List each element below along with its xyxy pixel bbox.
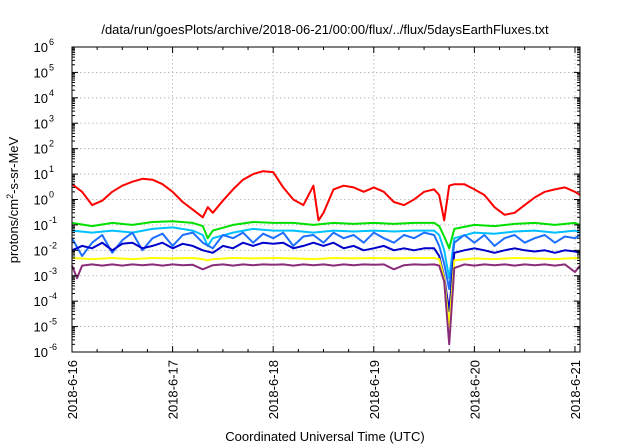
x-tick-label: 2018-6-18 bbox=[266, 360, 281, 419]
y-axis-label-base: protons/cm bbox=[6, 199, 21, 263]
y-tick-label: 10 bbox=[34, 142, 48, 157]
y-tick-label: 10 bbox=[34, 243, 48, 258]
y-tick-label: 10 bbox=[34, 40, 48, 55]
y-tick-label: 10 bbox=[34, 345, 48, 360]
y-tick-exponent: 6 bbox=[49, 37, 54, 47]
chart-title: /data/run/goesPlots/archive/2018-06-21/0… bbox=[101, 22, 549, 37]
y-axis-label: protons/cm2-s-sr-MeV bbox=[5, 136, 21, 263]
y-tick-label: 10 bbox=[34, 218, 48, 233]
y-tick-label: 10 bbox=[34, 320, 48, 335]
y-tick-label: 10 bbox=[34, 193, 48, 208]
x-tick-label: 2018-6-21 bbox=[568, 360, 583, 419]
y-tick-label: 10 bbox=[34, 269, 48, 284]
series-line-5 bbox=[71, 241, 581, 313]
x-axis-label: Coordinated Universal Time (UTC) bbox=[225, 429, 424, 444]
y-tick-exponent: 4 bbox=[49, 88, 54, 98]
y-tick-label: 10 bbox=[34, 167, 48, 182]
series-line-4 bbox=[71, 231, 581, 290]
y-tick-exponent: -6 bbox=[49, 342, 57, 352]
x-tick-label: 2018-6-17 bbox=[166, 360, 181, 419]
x-tick-label: 2018-6-16 bbox=[65, 360, 80, 419]
grid bbox=[71, 46, 580, 353]
y-tick-exponent: -2 bbox=[49, 240, 57, 250]
y-tick-exponent: 5 bbox=[49, 62, 54, 72]
y-tick-label: 10 bbox=[34, 294, 48, 309]
y-tick-exponent: -1 bbox=[49, 215, 57, 225]
series-line-6 bbox=[71, 257, 581, 328]
y-tick-exponent: -3 bbox=[49, 266, 57, 276]
y-axis-label-sup: 2 bbox=[5, 194, 15, 199]
ticks: 10 -610 -510 -410 -310 -210 -110 010 110 210 310 41… bbox=[34, 37, 583, 419]
y-axis-label-rest: -s-sr-MeV bbox=[6, 136, 21, 193]
y-tick-label: 10 bbox=[34, 91, 48, 106]
y-tick-exponent: 1 bbox=[49, 164, 54, 174]
series-line-3 bbox=[71, 226, 581, 280]
y-tick-label: 10 bbox=[34, 116, 48, 131]
y-tick-exponent: 3 bbox=[49, 113, 54, 123]
series-layer bbox=[71, 170, 581, 346]
y-tick-exponent: 2 bbox=[49, 139, 54, 149]
x-tick-label: 2018-6-19 bbox=[367, 360, 382, 419]
series-line-1 bbox=[71, 170, 581, 222]
y-tick-exponent: -5 bbox=[49, 317, 57, 327]
y-tick-exponent: 0 bbox=[49, 190, 54, 200]
svg-text:protons/cm2-s-sr-MeV: protons/cm2-s-sr-MeV bbox=[5, 136, 21, 263]
x-tick-label: 2018-6-20 bbox=[467, 360, 482, 419]
y-tick-exponent: -4 bbox=[49, 291, 57, 301]
series-line-7 bbox=[71, 263, 581, 346]
series-line-2 bbox=[71, 220, 581, 250]
y-tick-label: 10 bbox=[34, 65, 48, 80]
